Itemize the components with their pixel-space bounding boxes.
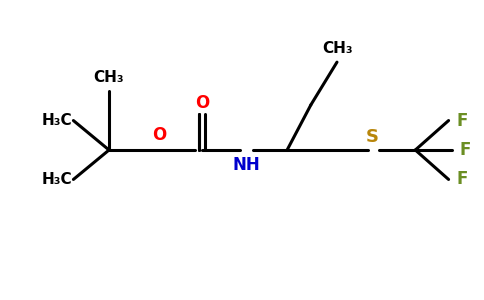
Text: H₃C: H₃C — [42, 113, 72, 128]
Text: NH: NH — [232, 156, 260, 174]
Text: F: F — [459, 141, 471, 159]
Text: O: O — [195, 94, 210, 112]
Text: F: F — [456, 170, 468, 188]
Text: H₃C: H₃C — [42, 172, 72, 187]
Text: O: O — [152, 126, 166, 144]
Text: F: F — [456, 112, 468, 130]
Text: S: S — [366, 128, 379, 146]
Text: CH₃: CH₃ — [94, 70, 124, 85]
Text: CH₃: CH₃ — [323, 41, 353, 56]
